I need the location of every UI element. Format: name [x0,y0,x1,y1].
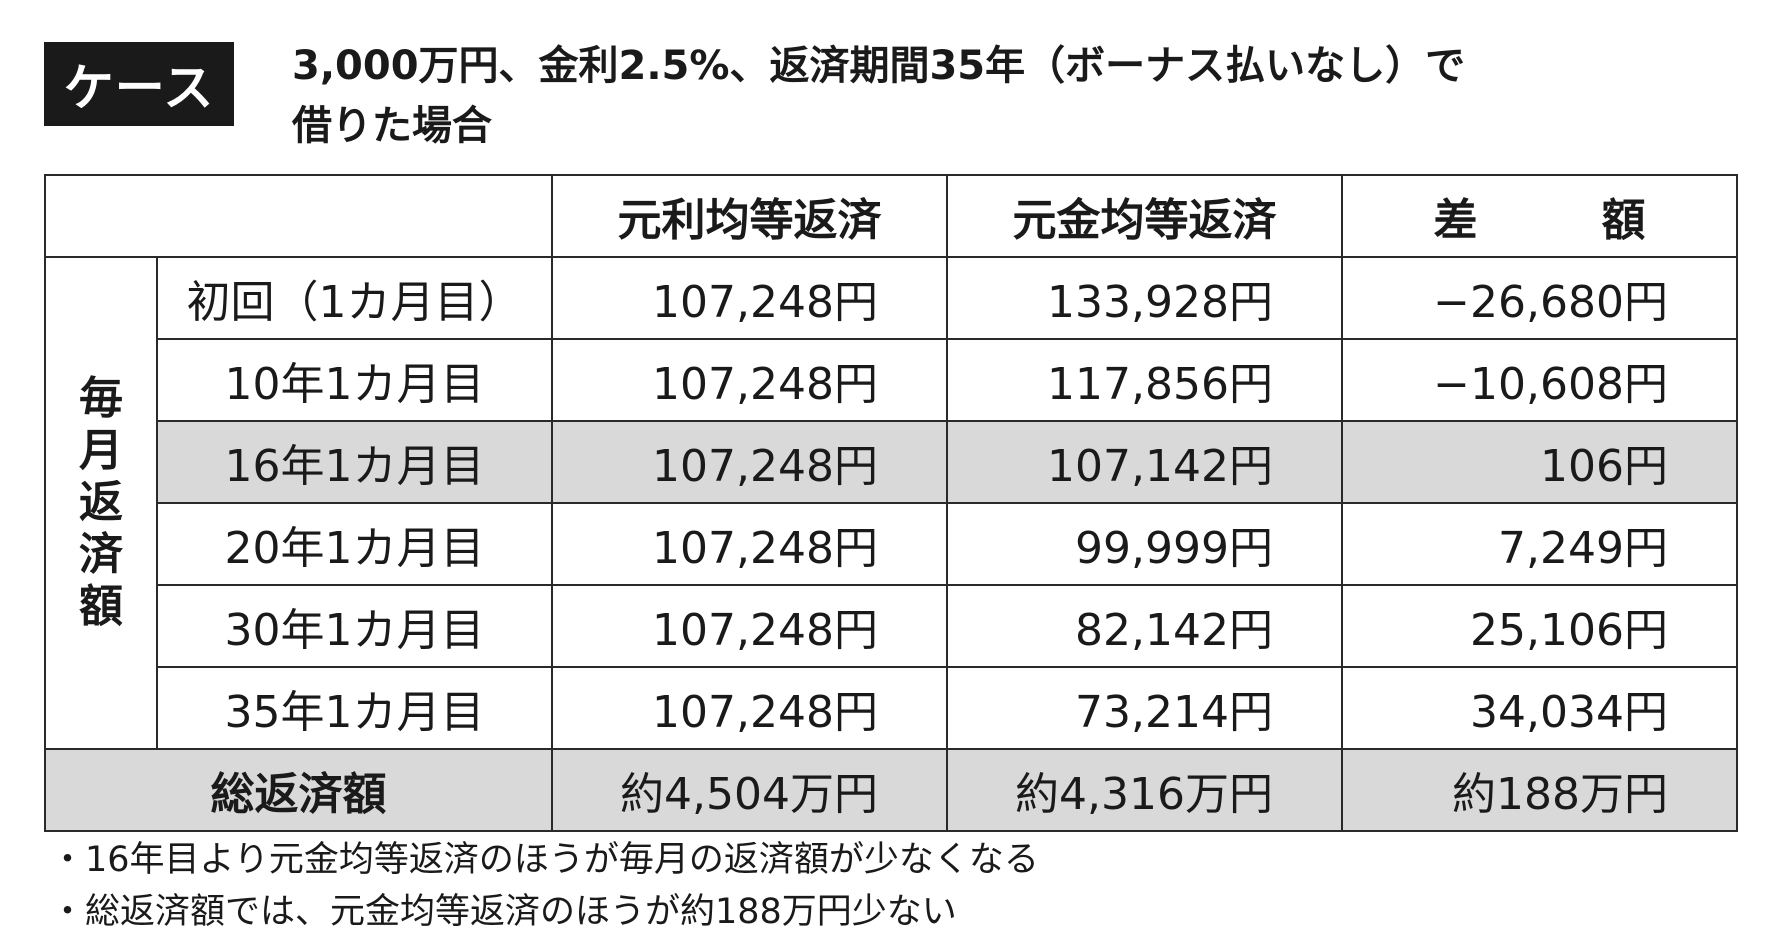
group-char: 毎 [79,373,123,424]
total-level-principal: 約4,316万円 [946,748,1343,832]
cell-level-payment: 107,248円 [551,584,948,668]
total-level-payment: 約4,504万円 [551,748,948,832]
header-level-principal: 元金均等返済 [946,174,1343,258]
cell-difference: 25,106円 [1341,584,1738,668]
row-label: 初回（1カ月目） [156,256,553,340]
cell-difference: −26,680円 [1341,256,1738,340]
row-label: 20年1カ月目 [156,502,553,586]
table-row: 10年1カ月目 107,248円 117,856円 −10,608円 [45,338,1738,422]
group-char: 額 [79,581,123,632]
table-row: 毎 月 返 済 額 初回（1カ月目） 107,248円 133,928円 −26… [44,256,1738,750]
table-row-highlighted: 16年1カ月目 107,248円 107,142円 106円 [45,420,1738,504]
table-row: 20年1カ月目 107,248円 99,999円 7,249円 [45,502,1738,586]
cell-level-payment: 107,248円 [551,420,948,504]
total-label: 総返済額 [44,748,553,832]
cell-difference: 106円 [1341,420,1738,504]
table-row: 30年1カ月目 107,248円 82,142円 25,106円 [45,584,1738,668]
cell-level-payment: 107,248円 [551,338,948,422]
group-char: 済 [79,529,123,580]
cell-level-payment: 107,248円 [551,666,948,750]
cell-difference: 7,249円 [1341,502,1738,586]
note-item: ・総返済額では、元金均等返済のほうが約188万円少ない [50,892,957,932]
case-title: 3,000万円、金利2.5%、返済期間35年（ボーナス払いなし）で 借りた場合 [292,36,1752,156]
header-row: 元利均等返済 元金均等返済 差 額 [44,174,1738,258]
group-char: 月 [79,425,123,476]
cell-level-payment: 107,248円 [551,502,948,586]
header-difference: 差 額 [1341,174,1738,258]
cell-level-payment: 107,248円 [551,256,948,340]
cell-level-principal: 99,999円 [946,502,1343,586]
cell-level-principal: 73,214円 [946,666,1343,750]
total-row: 総返済額 約4,504万円 約4,316万円 約188万円 [44,748,1738,832]
title-line-2: 借りた場合 [292,103,492,149]
row-label: 10年1カ月目 [156,338,553,422]
group-char: 返 [79,477,123,528]
total-difference: 約188万円 [1341,748,1738,832]
cell-level-principal: 117,856円 [946,338,1343,422]
table-row: 35年1カ月目 107,248円 73,214円 34,034円 [45,666,1738,750]
header-level-payment: 元利均等返済 [551,174,948,258]
repayment-comparison-table: 元利均等返済 元金均等返済 差 額 毎 月 返 済 額 初回（1カ月目） 107… [44,174,1738,832]
monthly-payment-group-label: 毎 月 返 済 額 [44,256,158,750]
cell-difference: −10,608円 [1341,338,1738,422]
cell-difference: 34,034円 [1341,666,1738,750]
row-label: 35年1カ月目 [156,666,553,750]
cell-level-principal: 133,928円 [946,256,1343,340]
header-blank-cell [44,174,553,258]
case-badge: ケース [44,42,234,126]
notes: ・16年目より元金均等返済のほうが毎月の返済額が少なくなる ・総返済額では、元金… [50,834,1039,938]
row-label: 30年1カ月目 [156,584,553,668]
note-item: ・16年目より元金均等返済のほうが毎月の返済額が少なくなる [50,840,1039,880]
cell-level-principal: 107,142円 [946,420,1343,504]
cell-level-principal: 82,142円 [946,584,1343,668]
title-line-1: 3,000万円、金利2.5%、返済期間35年（ボーナス払いなし）で [292,43,1466,89]
row-label: 16年1カ月目 [156,420,553,504]
